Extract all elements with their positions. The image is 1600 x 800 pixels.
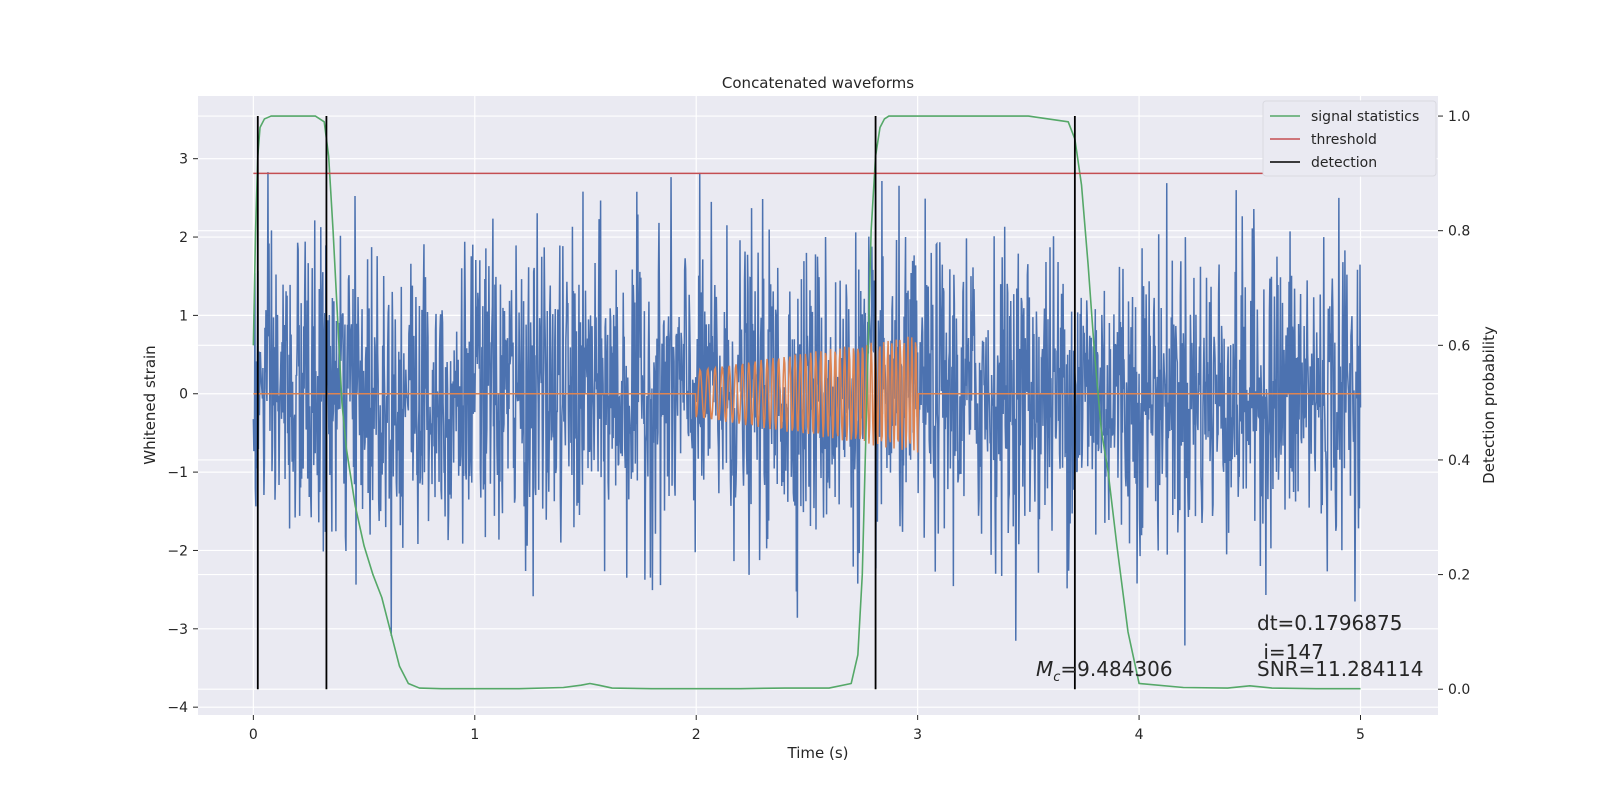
- y-tick-label-left: −4: [167, 700, 188, 716]
- x-tick-label: 1: [470, 727, 479, 743]
- chirp-series: [253, 336, 1361, 453]
- y-tick-label-right: 0.8: [1448, 224, 1470, 240]
- legend-label-detection: detection: [1311, 155, 1377, 171]
- y-tick-label-right: 0.6: [1448, 338, 1470, 354]
- annotation-mc-symbol: M: [1036, 657, 1053, 681]
- annotation-snr: SNR=11.284114: [1257, 657, 1423, 681]
- x-tick-label: 5: [1356, 727, 1365, 743]
- y-tick-label-left: −2: [167, 543, 188, 559]
- annotation-i: i=147: [1257, 640, 1324, 664]
- signal-statistics-series: [252, 115, 1361, 690]
- detection-series: [256, 116, 1076, 690]
- annotation-mc-subscript: c: [1053, 670, 1060, 685]
- y-tick-label-right: 1.0: [1448, 109, 1470, 125]
- chirp-line: [253, 336, 1361, 453]
- axis-ticks: 0 1 2 3 4 5 −4 −3 −2 −1 0 1 2 3 0.0 0.2 0.4 0.6 0.8 1.0: [167, 109, 1470, 743]
- signal-statistics-line: [252, 115, 1361, 690]
- legend-box: [1262, 100, 1437, 177]
- legend-label-threshold: threshold: [1311, 132, 1377, 148]
- x-tick-label: 3: [913, 727, 922, 743]
- y-tick-label-left: −3: [167, 622, 188, 638]
- y-tick-label-left: −1: [167, 465, 188, 481]
- legend-label-signal-statistics: signal statistics: [1311, 109, 1419, 125]
- y-tick-label-left: 1: [179, 308, 188, 324]
- annotation-mc: Mc=9.484306: [1036, 657, 1173, 685]
- x-tick-label: 2: [692, 727, 701, 743]
- y-axis-label-right: Detection probability: [1480, 326, 1498, 484]
- annotation-mc-value: =9.484306: [1060, 657, 1172, 681]
- y-tick-label-left: 2: [179, 230, 188, 246]
- annotation-dt: dt=0.1796875: [1257, 611, 1402, 635]
- y-axis-label-left: Whitened strain: [141, 345, 159, 464]
- legend: signal statistics threshold detection: [1262, 100, 1437, 177]
- y-tick-label-left: 0: [179, 387, 188, 403]
- chart-title: Concatenated waveforms: [722, 74, 914, 92]
- x-axis-label: Time (s): [787, 744, 849, 762]
- x-tick-label: 0: [249, 727, 258, 743]
- x-tick-label: 4: [1135, 727, 1144, 743]
- y-tick-label-right: 0.2: [1448, 568, 1470, 584]
- y-tick-label-left: 3: [179, 152, 188, 168]
- y-tick-label-right: 0.0: [1448, 682, 1470, 698]
- y-tick-label-right: 0.4: [1448, 453, 1470, 469]
